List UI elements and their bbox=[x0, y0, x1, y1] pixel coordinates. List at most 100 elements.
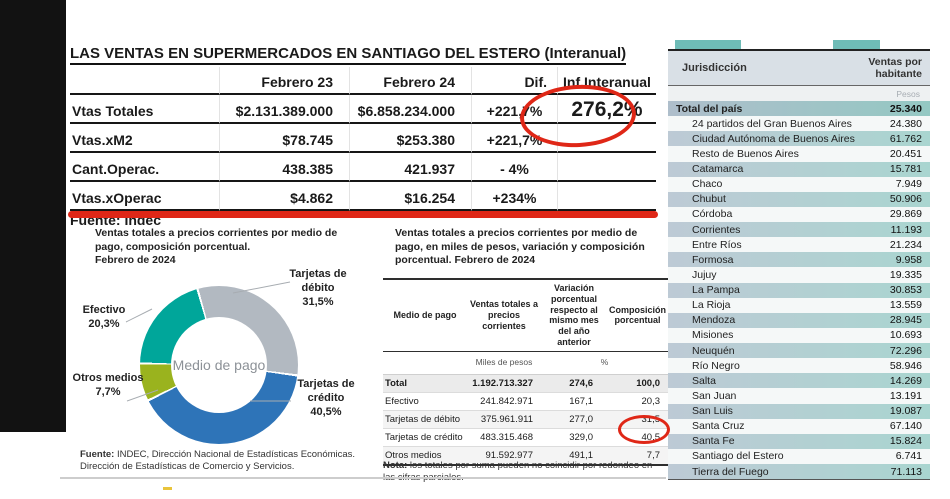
jurisdiction-name: Misiones bbox=[692, 329, 734, 342]
value-dif: +234% bbox=[472, 182, 558, 211]
value-dif: +221,7% bbox=[472, 95, 558, 124]
ventas-totales: 241.842.971 bbox=[480, 395, 533, 407]
jurisdiction-value: 13.559 bbox=[889, 299, 922, 312]
decorative-teal-bar bbox=[675, 40, 741, 49]
jurisdiction-value: 71.113 bbox=[890, 465, 922, 478]
jurisdiction-table-body: Total del país 25.340 24 partidos del Gran… bbox=[668, 101, 930, 480]
jurisdiction-row: Córdoba 29.869 bbox=[668, 206, 930, 222]
jurisdiction-name: Santa Cruz bbox=[692, 420, 745, 433]
jurisdiction-row: Santa Fe 15.824 bbox=[668, 433, 930, 449]
left-black-bar bbox=[0, 0, 66, 432]
value-febrero-24: $253.380 bbox=[350, 124, 472, 153]
jurisdiction-value: 21.234 bbox=[889, 238, 922, 251]
jurisdiction-name: Santiago del Estero bbox=[692, 450, 784, 463]
value-inf-interanual bbox=[558, 124, 656, 153]
value-inf-interanual bbox=[558, 182, 656, 211]
sales-summary-table: Febrero 23 Febrero 24 Dif. Inf.Interanual Vt… bbox=[70, 67, 658, 228]
decorative-teal-bar bbox=[833, 40, 880, 49]
value-febrero-23: $78.745 bbox=[220, 124, 350, 153]
payment-table-units-row: Miles de pesos % bbox=[383, 352, 668, 375]
jurisdiction-value: 30.853 bbox=[889, 284, 922, 297]
jurisdiction-row: Tierra del Fuego 71.113 bbox=[668, 464, 930, 480]
header-dif: Dif. bbox=[472, 67, 558, 95]
jurisdiction-row: Chaco 7.949 bbox=[668, 176, 930, 192]
unit-percent: % bbox=[600, 357, 609, 368]
jurisdiction-name: Entre Ríos bbox=[692, 238, 742, 251]
red-divider-line bbox=[68, 211, 658, 218]
jurisdiction-name: La Rioja bbox=[692, 299, 731, 312]
jurisdiction-value: 24.380 bbox=[889, 117, 922, 130]
jurisdiction-row: Santiago del Estero 6.741 bbox=[668, 448, 930, 464]
row-label: Vtas.xOperac bbox=[70, 182, 220, 211]
chart-subtitle: Febrero de 2024 bbox=[95, 254, 176, 267]
jurisdiction-row: 24 partidos del Gran Buenos Aires 24.380 bbox=[668, 116, 930, 132]
row-label: Cant.Operac. bbox=[70, 153, 220, 182]
header-febrero-23: Febrero 23 bbox=[220, 67, 350, 95]
chart-source-note: Fuente: INDEC, Dirección Nacional de Est… bbox=[80, 449, 356, 473]
jurisdiction-value: 50.906 bbox=[889, 193, 922, 206]
jurisdiction-value: 15.781 bbox=[889, 163, 922, 176]
value-febrero-23: 438.385 bbox=[220, 153, 350, 182]
jurisdiction-table-section: Jurisdicción Ventas por habitante Pesos … bbox=[668, 38, 930, 480]
ventas-totales: 91.592.977 bbox=[485, 449, 533, 461]
col-medio-de-pago: Medio de pago bbox=[393, 309, 457, 320]
table-top-rule bbox=[668, 49, 930, 51]
jurisdiction-value: 9.958 bbox=[895, 253, 922, 266]
donut-label-otros-medios: Otros medios 7,7% bbox=[72, 372, 144, 398]
jurisdiction-name: San Luis bbox=[692, 405, 733, 418]
jurisdiction-row: Catamarca 15.781 bbox=[668, 161, 930, 177]
jurisdiction-row: Resto de Buenos Aires 20.451 bbox=[668, 146, 930, 162]
medio-de-pago: Total bbox=[385, 377, 407, 389]
bottom-divider bbox=[60, 477, 666, 479]
ventas-totales: 483.315.468 bbox=[480, 431, 533, 443]
jurisdiction-value: 19.087 bbox=[889, 405, 922, 418]
jurisdiction-row: San Juan 13.191 bbox=[668, 388, 930, 404]
yellow-dash-mark bbox=[163, 487, 172, 490]
jurisdiction-table-header: Jurisdicción Ventas por habitante bbox=[668, 51, 930, 86]
jurisdiction-name: Ciudad Autónoma de Buenos Aires bbox=[692, 132, 855, 145]
jurisdiction-value: 10.693 bbox=[889, 329, 922, 342]
jurisdiction-unit-row: Pesos bbox=[668, 86, 930, 101]
jurisdiction-name: Córdoba bbox=[692, 208, 733, 221]
jurisdiction-value: 28.945 bbox=[889, 314, 922, 327]
col-jurisdiccion: Jurisdicción bbox=[682, 62, 747, 74]
jurisdiction-row: Jujuy 19.335 bbox=[668, 267, 930, 283]
payment-table-body: Total 1.192.713.327 274,6 100,0 Efectivo 241.… bbox=[383, 374, 668, 466]
jurisdiction-value: 58.946 bbox=[889, 359, 922, 372]
jurisdiction-row: Total del país 25.340 bbox=[668, 101, 930, 117]
payment-method-donut-chart bbox=[140, 286, 298, 444]
payment-table-title: Ventas totales a precios corrientes por … bbox=[395, 227, 645, 267]
variacion-porcentual: 277,0 bbox=[569, 413, 593, 425]
jurisdiction-value: 14.269 bbox=[889, 374, 922, 387]
donut-label-efectivo: Efectivo 20,3% bbox=[82, 304, 126, 330]
value-febrero-23: $2.131.389.000 bbox=[220, 95, 350, 124]
sales-summary-section: LAS VENTAS EN SUPERMERCADOS EN SANTIAGO … bbox=[70, 45, 658, 228]
value-inf-interanual: 276,2% bbox=[558, 95, 656, 124]
composicion-porcentual: 7,7 bbox=[646, 449, 660, 461]
value-dif: +221,7% bbox=[472, 124, 558, 153]
payment-method-chart-section: Ventas totales a precios corrientes por … bbox=[60, 222, 390, 479]
variacion-porcentual: 167,1 bbox=[569, 395, 593, 407]
jurisdiction-value: 20.451 bbox=[889, 147, 922, 160]
jurisdiction-value: 7.949 bbox=[895, 178, 922, 191]
jurisdiction-row: Santa Cruz 67.140 bbox=[668, 418, 930, 434]
payment-table-note: Nota: los totales por suma pueden no coi… bbox=[383, 460, 653, 483]
jurisdiction-value: 11.193 bbox=[890, 223, 922, 236]
jurisdiction-row: Mendoza 28.945 bbox=[668, 312, 930, 328]
chart-title: Ventas totales a precios corrientes por … bbox=[95, 227, 340, 268]
jurisdiction-value: 25.340 bbox=[889, 102, 922, 115]
jurisdiction-row: Corrientes 11.193 bbox=[668, 222, 930, 238]
header-spacer bbox=[70, 67, 220, 95]
col-ventas-totales: Ventas totales a precios corrientes bbox=[469, 299, 539, 331]
unit-pesos: Pesos bbox=[896, 88, 920, 99]
jurisdiction-value: 61.762 bbox=[889, 132, 922, 145]
payment-table-header: Medio de pago Ventas totales a precios c… bbox=[383, 280, 668, 352]
col-composicion: Composición porcentual bbox=[608, 304, 666, 326]
medio-de-pago: Otros medios bbox=[385, 449, 442, 461]
medio-de-pago: Tarjetas de crédito bbox=[385, 431, 463, 443]
value-febrero-24: $16.254 bbox=[350, 182, 472, 211]
value-febrero-23: $4.862 bbox=[220, 182, 350, 211]
jurisdiction-row: Ciudad Autónoma de Buenos Aires 61.762 bbox=[668, 131, 930, 147]
payment-table-row: Total 1.192.713.327 274,6 100,0 bbox=[383, 374, 668, 393]
